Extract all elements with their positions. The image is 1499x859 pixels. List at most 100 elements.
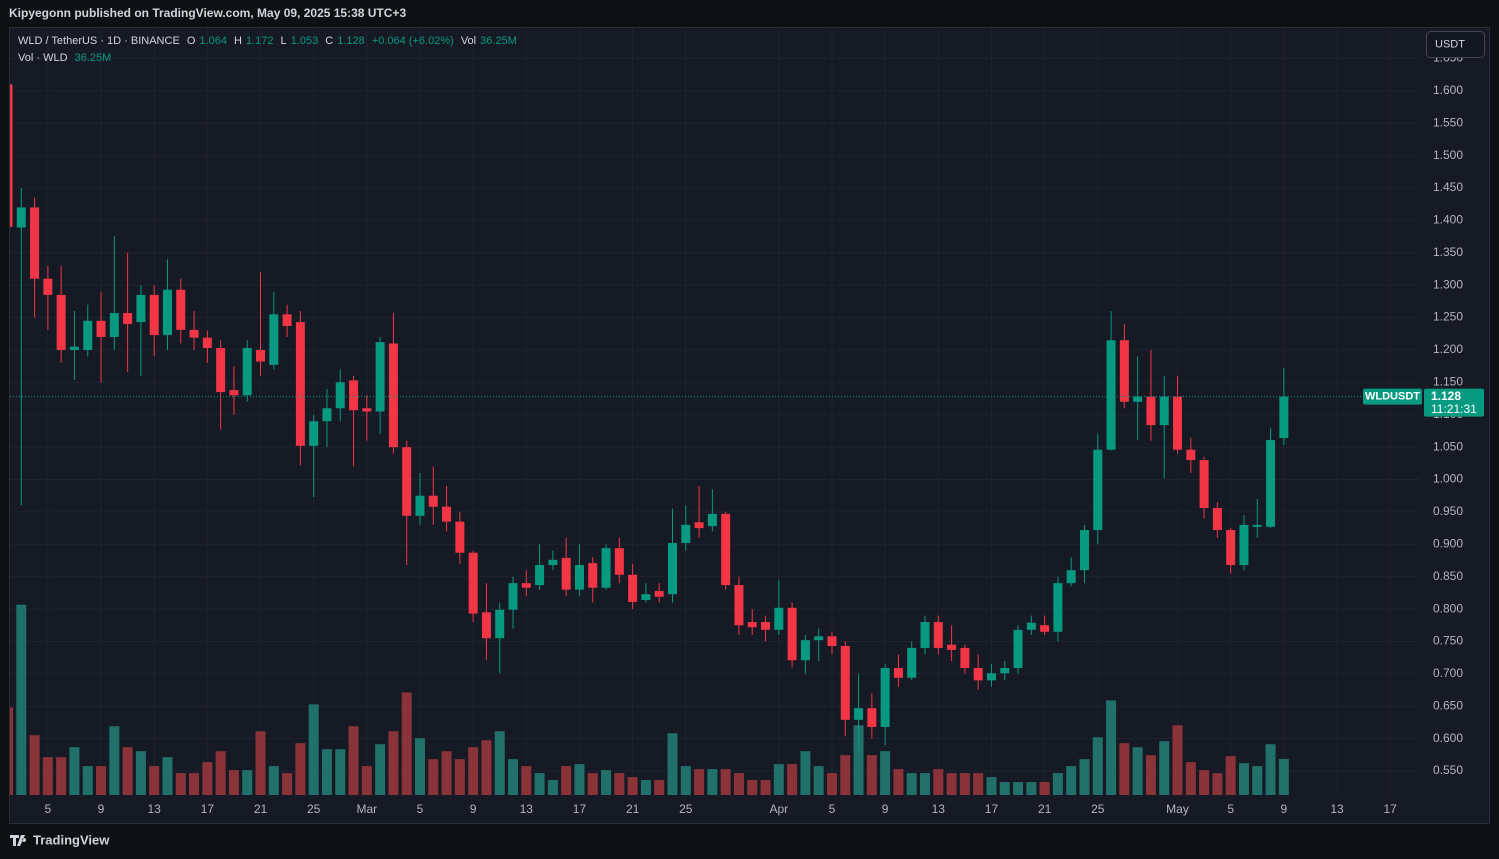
candle-body <box>867 708 877 727</box>
candle-body <box>375 342 385 412</box>
volume-bar <box>1199 770 1210 795</box>
volume-bar <box>667 733 678 795</box>
x-tick-label: 17 <box>573 802 587 816</box>
volume-bar <box>1172 725 1183 795</box>
candle-body <box>189 329 199 338</box>
last-price-badge <box>1424 388 1484 417</box>
candle-body <box>986 673 996 681</box>
candle-body <box>242 348 252 396</box>
x-tick-label: Mar <box>356 802 377 816</box>
volume-bar <box>1145 755 1156 795</box>
candle-body <box>495 609 505 639</box>
candle-body <box>269 314 279 365</box>
x-tick-label: 5 <box>45 802 52 816</box>
volume-bar <box>481 740 492 795</box>
candle-body <box>362 408 372 412</box>
ticker: WLDUSDT <box>1365 391 1420 403</box>
candle-body <box>282 314 292 326</box>
volume-bar <box>747 780 758 795</box>
countdown: 11:21:31 <box>1431 402 1477 416</box>
candle-body <box>840 646 850 720</box>
candle-body <box>216 348 226 393</box>
volume-bar <box>1079 759 1090 795</box>
candle-body <box>1212 508 1222 531</box>
volume-bar <box>215 751 226 795</box>
volume-bar <box>1013 782 1024 795</box>
volume-bar <box>547 780 558 795</box>
volume-bar <box>999 782 1010 795</box>
volume-bar <box>561 766 572 795</box>
volume-bar <box>866 755 877 795</box>
volume-bar <box>1278 758 1289 795</box>
candle-body <box>442 506 452 522</box>
volume-bar <box>375 744 386 795</box>
volume-bar <box>813 766 824 795</box>
low-value: 1.053 <box>290 35 319 47</box>
close-value: 1.128 <box>337 35 365 47</box>
volume-bar <box>973 773 984 795</box>
volume-bar <box>1252 766 1263 795</box>
legend-volume: Vol · WLD 36.25M <box>18 52 115 64</box>
candle-body <box>907 647 917 678</box>
volume-bar <box>640 780 651 795</box>
volume-bar <box>441 751 452 795</box>
candle-body <box>16 207 26 228</box>
volume-bar <box>82 766 93 795</box>
x-tick-label: 17 <box>985 802 999 816</box>
volume-bar <box>707 769 718 795</box>
x-tick-label: 21 <box>1038 802 1052 816</box>
volume-bar <box>428 759 439 795</box>
candle-body <box>960 647 970 669</box>
candle-body <box>388 343 398 448</box>
high-value: 1.172 <box>245 35 274 47</box>
x-tick-label: 25 <box>679 802 693 816</box>
candle-body <box>561 557 571 590</box>
brand: TradingView <box>33 832 110 847</box>
volume-bar <box>175 773 186 795</box>
open-label: O <box>186 35 196 47</box>
y-tick-label: 0.750 <box>1433 634 1463 648</box>
y-tick-label: 0.600 <box>1433 731 1463 745</box>
volume-bar <box>694 769 705 795</box>
volume-bar <box>959 773 970 795</box>
grid <box>10 28 1420 795</box>
candle-body <box>1279 396 1289 439</box>
x-tick-label: May <box>1166 802 1189 816</box>
candle-body <box>761 622 771 630</box>
volume-study: Vol · WLD <box>18 52 68 64</box>
candle-body <box>535 565 545 586</box>
volume-bar <box>42 757 53 795</box>
x-tick-label: 13 <box>148 802 162 816</box>
candle-body <box>707 513 717 527</box>
volume-bar <box>680 766 691 795</box>
x-tick-label: 13 <box>932 802 946 816</box>
y-tick-label: 1.350 <box>1433 245 1463 259</box>
volume-bar <box>508 759 519 795</box>
candle-body <box>256 349 266 362</box>
volume-bar <box>1039 782 1050 795</box>
candle-body <box>149 294 159 336</box>
volume-bar <box>587 773 598 795</box>
volume-bar <box>1092 737 1103 795</box>
volume-study-value: 36.25M <box>74 52 112 64</box>
candle-body <box>1119 340 1129 402</box>
currency-box[interactable] <box>1426 31 1485 58</box>
y-tick-label: 1.550 <box>1433 115 1463 129</box>
x-tick-label: 17 <box>1383 802 1397 816</box>
volume-bar <box>840 755 851 795</box>
candle-body <box>455 521 465 553</box>
ticker-badge <box>1363 388 1422 405</box>
volume-bar <box>242 770 253 795</box>
candle-body <box>468 552 478 614</box>
volume-bar <box>454 759 465 795</box>
plot <box>10 84 1420 795</box>
volume-bar <box>1066 766 1077 795</box>
candle-body <box>1186 449 1196 461</box>
brand-logo <box>10 835 27 846</box>
candle-body <box>202 337 212 349</box>
volume-bar <box>787 764 798 795</box>
volume-bar <box>906 773 917 795</box>
volume-bar <box>1132 747 1143 795</box>
candle-body <box>309 421 319 446</box>
